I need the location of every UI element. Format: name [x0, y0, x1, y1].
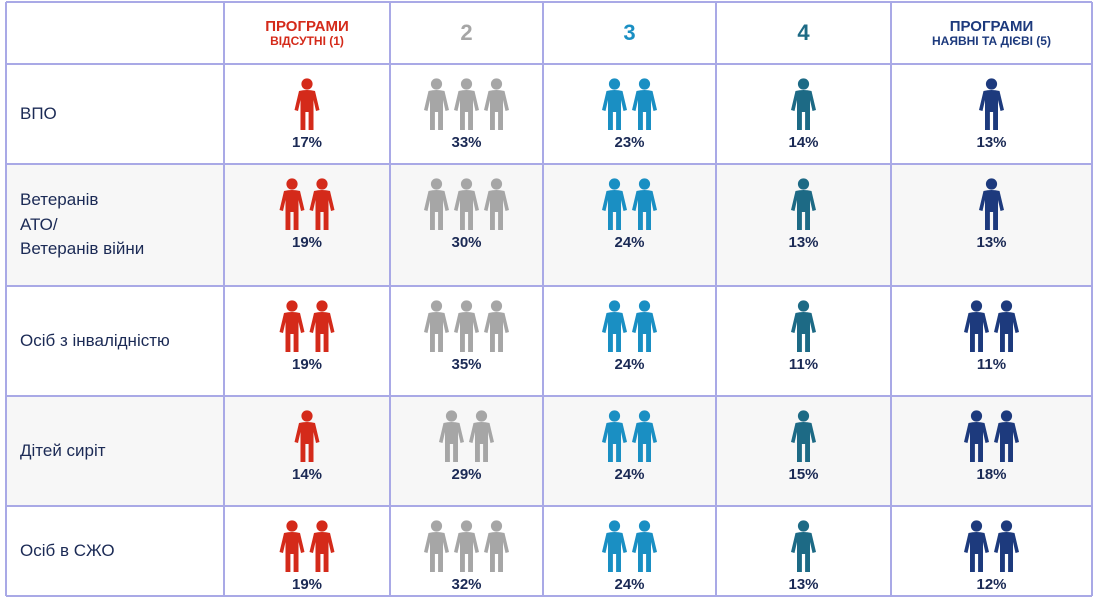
value-label: 24%	[614, 234, 645, 251]
person-icon	[994, 410, 1019, 462]
column-header-title: 3	[623, 20, 636, 46]
person-icon	[632, 78, 657, 130]
value-label: 24%	[614, 356, 645, 373]
value-label: 15%	[788, 466, 819, 483]
person-icon	[964, 520, 989, 572]
value-label: 13%	[976, 134, 1007, 151]
value-label: 17%	[291, 134, 323, 151]
column-header-title: 2	[460, 20, 473, 46]
person-icon	[791, 520, 816, 572]
value-label: 12%	[976, 576, 1007, 593]
person-icon	[979, 78, 1004, 130]
person-icon	[454, 300, 479, 352]
column-header-title: ПРОГРАМИ	[949, 17, 1034, 35]
person-icon	[602, 300, 627, 352]
person-icon	[424, 520, 449, 572]
person-icon	[994, 520, 1019, 572]
value-label: 14%	[788, 134, 819, 151]
person-icon	[964, 300, 989, 352]
person-icon	[484, 300, 509, 352]
person-icon	[424, 300, 449, 352]
person-icon	[309, 178, 335, 230]
person-icon	[309, 520, 335, 572]
column-header: 3	[543, 2, 716, 64]
person-icon	[279, 300, 305, 352]
person-icon	[791, 410, 816, 462]
row-label: Дітей сиріт	[20, 440, 106, 460]
person-icon	[632, 178, 657, 230]
value-label: 30%	[451, 234, 482, 251]
row-bg	[6, 396, 1092, 506]
person-icon	[279, 178, 305, 230]
person-icon	[469, 410, 494, 462]
value-label: 14%	[291, 466, 323, 483]
row-label: Осіб з інвалідністю	[20, 330, 170, 350]
person-icon	[632, 300, 657, 352]
column-header-subtitle: ВІДСУТНІ (1)	[270, 33, 344, 48]
value-label: 33%	[451, 134, 482, 151]
person-icon	[424, 178, 449, 230]
value-label: 13%	[976, 234, 1007, 251]
row-bg	[6, 164, 1092, 286]
person-icon	[602, 178, 627, 230]
column-header: 2	[390, 2, 543, 64]
person-icon	[309, 300, 335, 352]
person-icon	[279, 520, 305, 572]
person-icon	[454, 520, 479, 572]
person-icon	[602, 520, 627, 572]
person-icon	[632, 410, 657, 462]
value-label: 13%	[788, 576, 819, 593]
column-header-subtitle: НАЯВНІ ТА ДІЄВІ (5)	[932, 33, 1051, 48]
value-label: 19%	[291, 356, 323, 373]
value-label: 11%	[788, 356, 819, 373]
person-icon	[439, 410, 464, 462]
value-label: 29%	[451, 466, 482, 483]
person-icon	[791, 78, 816, 130]
value-label: 32%	[451, 576, 482, 593]
person-icon	[632, 520, 657, 572]
value-label: 19%	[291, 234, 323, 251]
person-icon	[424, 78, 449, 130]
row-label: Осіб в СЖО	[20, 540, 115, 560]
header-row-bg	[6, 2, 1092, 64]
value-label: 18%	[976, 466, 1007, 483]
person-icon	[602, 410, 627, 462]
person-icon	[454, 178, 479, 230]
person-icon	[964, 410, 989, 462]
person-icon	[484, 78, 509, 130]
person-icon	[979, 178, 1004, 230]
value-label: 23%	[614, 134, 645, 151]
row-bg	[6, 286, 1092, 396]
person-icon	[602, 78, 627, 130]
person-icon	[791, 300, 816, 352]
row-label: Ветеранів АТО/ Ветеранів війни	[20, 190, 145, 259]
value-label: 19%	[291, 576, 323, 593]
person-icon	[791, 178, 816, 230]
column-header: ПРОГРАМИ НАЯВНІ ТА ДІЄВІ (5)	[891, 2, 1092, 64]
person-icon	[994, 300, 1019, 352]
value-label: 13%	[788, 234, 819, 251]
person-icon	[484, 520, 509, 572]
value-label: 24%	[614, 466, 645, 483]
column-header: ПРОГРАМИ ВІДСУТНІ (1)	[224, 2, 390, 64]
row-label: ВПО	[20, 103, 57, 123]
column-header-title: 4	[797, 20, 810, 46]
value-label: 24%	[614, 576, 645, 593]
person-icon	[454, 78, 479, 130]
row-bg	[6, 506, 1092, 596]
row-bg	[6, 64, 1092, 164]
column-header-title: ПРОГРАМИ	[265, 17, 349, 35]
value-label: 11%	[976, 356, 1007, 373]
person-icon	[294, 410, 320, 462]
column-header: 4	[716, 2, 891, 64]
person-icon	[484, 178, 509, 230]
value-label: 35%	[451, 356, 482, 373]
person-icon	[294, 78, 320, 130]
